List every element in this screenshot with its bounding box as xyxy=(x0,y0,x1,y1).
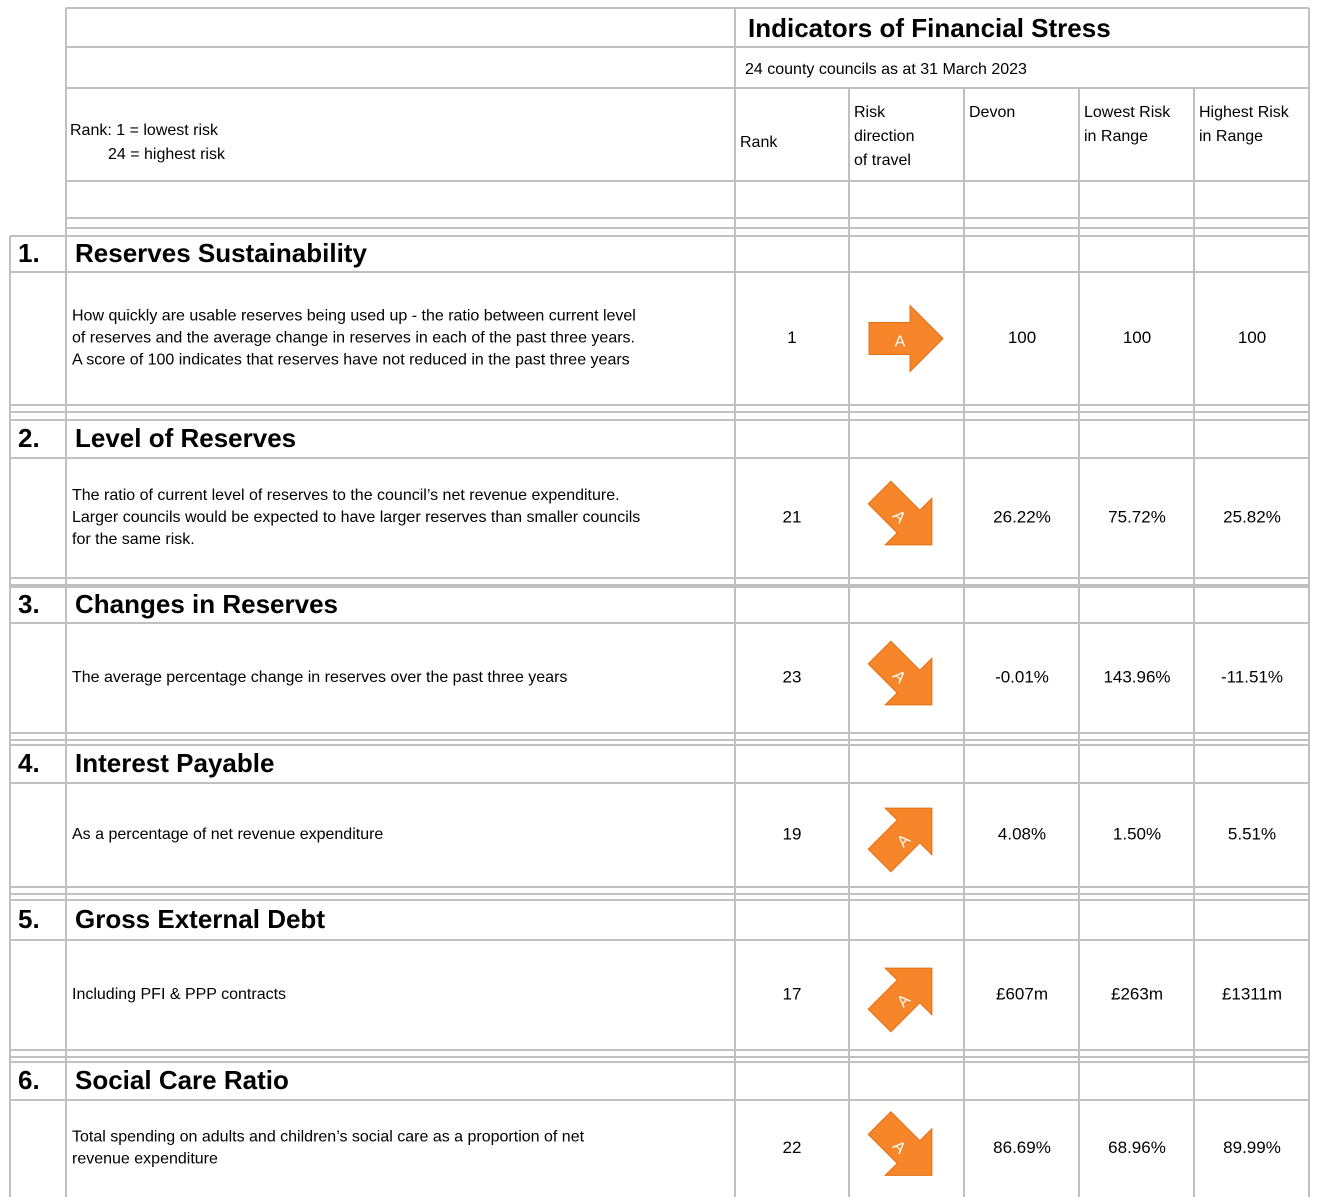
description: of reserves and the average change in re… xyxy=(72,330,635,347)
lowest-value: £263m xyxy=(1111,984,1163,1003)
lowest-value: 143.96% xyxy=(1103,667,1170,686)
highest-value: 5.51% xyxy=(1228,824,1276,843)
highest-value: -11.51% xyxy=(1221,667,1283,686)
arrow-shape xyxy=(867,480,933,546)
column-header: Lowest Risk xyxy=(1084,104,1171,121)
highest-value: 25.82% xyxy=(1223,507,1281,526)
section-number: 5. xyxy=(18,904,40,934)
description: As a percentage of net revenue expenditu… xyxy=(72,826,383,843)
section-title: Changes in Reserves xyxy=(75,589,338,619)
section-title: Reserves Sustainability xyxy=(75,238,367,268)
column-header: Highest Risk xyxy=(1199,104,1290,121)
devon-value: -0.01% xyxy=(995,667,1049,686)
column-header: of travel xyxy=(854,152,911,169)
section-title: Interest Payable xyxy=(75,748,274,778)
lowest-value: 1.50% xyxy=(1113,824,1161,843)
arrow-shape xyxy=(867,1111,933,1176)
rank-note: Rank: 1 = lowest risk xyxy=(70,122,219,139)
arrow-shape xyxy=(867,807,933,873)
description: Larger councils would be expected to hav… xyxy=(72,509,640,526)
description: for the same risk. xyxy=(72,531,195,548)
description: How quickly are usable reserves being us… xyxy=(72,308,636,325)
column-header: in Range xyxy=(1199,128,1263,145)
devon-value: 26.22% xyxy=(993,507,1051,526)
arrow-label: A xyxy=(895,334,906,351)
direction-arrow: A xyxy=(868,304,944,373)
lowest-value: 75.72% xyxy=(1108,507,1166,526)
direction-arrow: A xyxy=(867,640,933,706)
description: The ratio of current level of reserves t… xyxy=(72,487,620,504)
arrow-shape xyxy=(867,967,933,1033)
section-number: 6. xyxy=(18,1065,40,1095)
devon-value: 86.69% xyxy=(993,1138,1051,1157)
subtitle: 24 county councils as at 31 March 2023 xyxy=(745,61,1027,78)
section-number: 1. xyxy=(18,238,40,268)
direction-arrow: A xyxy=(867,807,933,873)
direction-arrow: A xyxy=(867,480,933,546)
title: Indicators of Financial Stress xyxy=(748,13,1111,43)
column-header: Rank xyxy=(740,134,778,151)
description: The average percentage change in reserve… xyxy=(72,669,567,686)
section-number: 2. xyxy=(18,423,40,453)
direction-arrow: A xyxy=(867,1111,933,1176)
description: revenue expenditure xyxy=(72,1151,218,1168)
section-number: 4. xyxy=(18,748,40,778)
section-title: Level of Reserves xyxy=(75,423,296,453)
highest-value: 100 xyxy=(1238,328,1266,347)
column-header: Risk xyxy=(854,104,886,121)
arrow-shape xyxy=(868,304,944,373)
highest-value: £1311m xyxy=(1222,984,1282,1003)
arrow-shape xyxy=(867,640,933,706)
lowest-value: 68.96% xyxy=(1108,1138,1166,1157)
highest-value: 89.99% xyxy=(1223,1138,1281,1157)
devon-value: 4.08% xyxy=(998,824,1046,843)
column-header: direction xyxy=(854,128,914,145)
devon-value: £607m xyxy=(996,984,1048,1003)
rank: 23 xyxy=(783,667,802,686)
direction-arrow: A xyxy=(867,967,933,1033)
section-title: Social Care Ratio xyxy=(75,1065,289,1095)
rank: 1 xyxy=(787,328,796,347)
rank: 21 xyxy=(783,507,802,526)
rank: 22 xyxy=(783,1138,802,1157)
column-header: Devon xyxy=(969,104,1015,121)
rank-note: 24 = highest risk xyxy=(108,146,226,163)
section-title: Gross External Debt xyxy=(75,904,325,934)
description: A score of 100 indicates that reserves h… xyxy=(72,352,630,369)
rank: 19 xyxy=(783,824,802,843)
column-header: in Range xyxy=(1084,128,1148,145)
rank: 17 xyxy=(783,984,802,1003)
description: Total spending on adults and children’s … xyxy=(72,1129,585,1146)
devon-value: 100 xyxy=(1008,328,1036,347)
description: Including PFI & PPP contracts xyxy=(72,986,286,1003)
section-number: 3. xyxy=(18,589,40,619)
lowest-value: 100 xyxy=(1123,328,1151,347)
